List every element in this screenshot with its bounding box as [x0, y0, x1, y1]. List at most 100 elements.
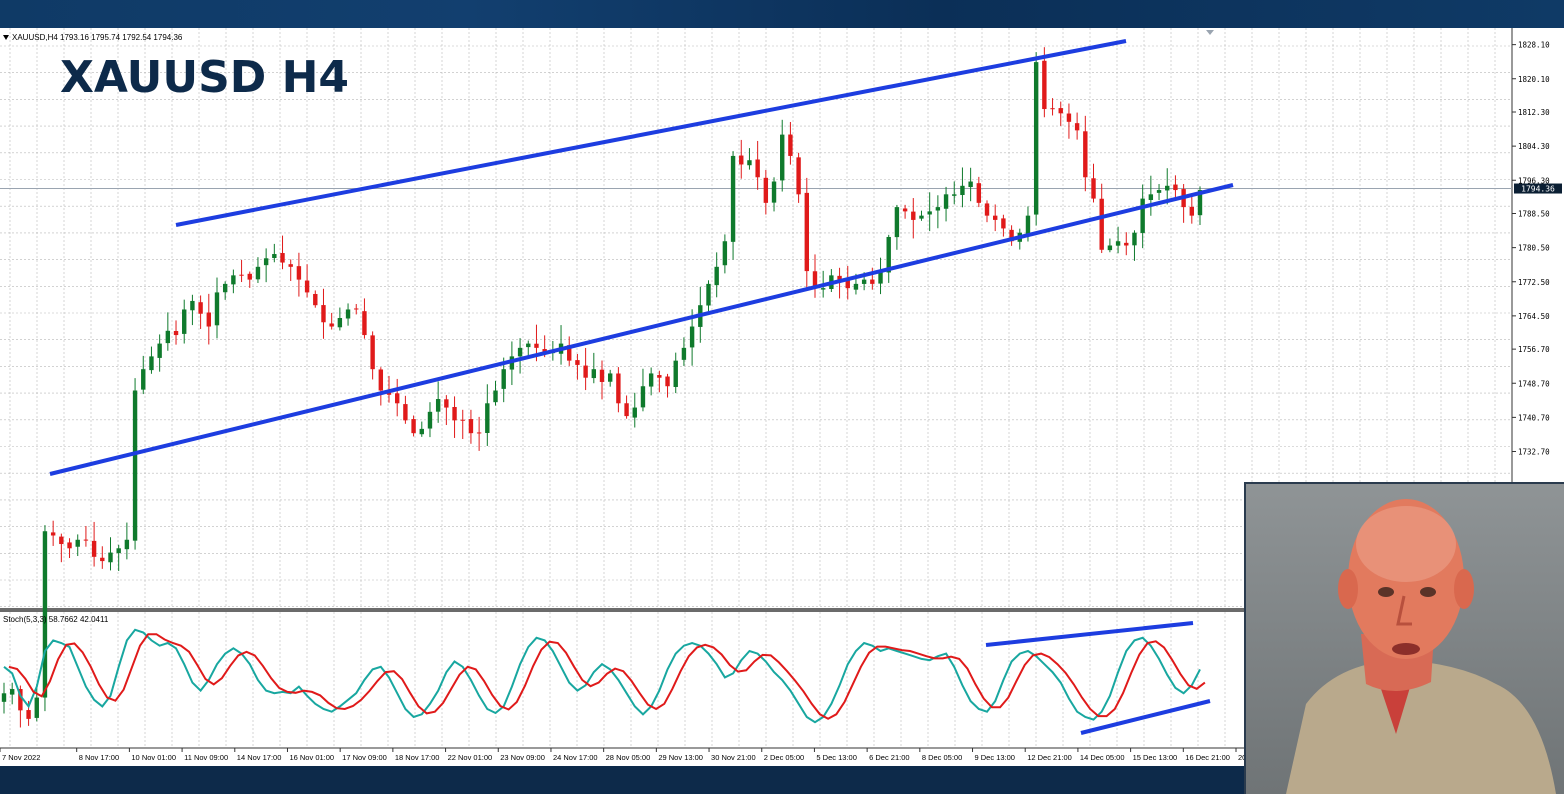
- candle-body: [526, 343, 531, 348]
- candle-body: [1156, 190, 1162, 193]
- candle-body: [624, 403, 629, 417]
- candle-body: [247, 273, 252, 280]
- candle-body: [231, 275, 236, 285]
- candle-body: [886, 236, 891, 273]
- candle-body: [75, 539, 80, 547]
- candle-body: [313, 293, 318, 306]
- time-tick-label: 16 Dec 21:00: [1185, 753, 1230, 762]
- candle-body: [206, 312, 211, 327]
- stoch-upper-trendline[interactable]: [985, 621, 1194, 647]
- candle-body: [304, 280, 310, 293]
- candle-body: [91, 540, 97, 557]
- candle-body: [26, 710, 31, 719]
- chart-header: XAUUSD,H4 1793.16 1795.74 1792.54 1794.3…: [12, 33, 183, 42]
- candle-body: [501, 369, 506, 389]
- time-tick-label: 8 Dec 05:00: [922, 753, 962, 762]
- candle-body: [149, 356, 154, 371]
- time-tick-label: 30 Nov 21:00: [711, 753, 756, 762]
- chart-menu-arrow-icon[interactable]: [3, 35, 9, 40]
- candle-body: [83, 539, 89, 541]
- candle-body: [534, 343, 539, 348]
- candle-body: [517, 347, 523, 357]
- candle-body: [943, 194, 949, 209]
- price-tick-label: 1732.70: [1518, 447, 1550, 456]
- channel-upper-trendline[interactable]: [175, 39, 1127, 227]
- time-tick-label: 11 Nov 09:00: [184, 753, 228, 762]
- candle-body: [124, 539, 130, 550]
- presenter-webcam: [1244, 482, 1564, 794]
- candle-body: [870, 279, 875, 284]
- time-tick-label: 6 Dec 21:00: [869, 753, 909, 762]
- time-tick-label: 22 Nov 01:00: [448, 753, 493, 762]
- candle-body: [894, 207, 900, 238]
- candle-body: [288, 264, 293, 267]
- candle-body: [141, 369, 146, 390]
- candle-body: [239, 274, 244, 276]
- candle-body: [796, 157, 801, 195]
- candle-body: [132, 390, 138, 541]
- candle-body: [165, 330, 171, 344]
- candle-body: [911, 211, 916, 220]
- price-tick-label: 1748.70: [1518, 379, 1550, 388]
- candle-body: [214, 292, 220, 326]
- candle-body: [190, 300, 195, 311]
- candle-body: [1009, 229, 1014, 242]
- candle-body: [427, 411, 433, 429]
- grid: [0, 28, 1512, 608]
- candle-body: [952, 194, 957, 196]
- candle-body: [34, 697, 39, 718]
- candle-body: [362, 311, 367, 336]
- time-tick-label: 14 Nov 17:00: [237, 753, 282, 762]
- candle-body: [681, 347, 687, 360]
- candle-body: [747, 160, 752, 166]
- candle-body: [845, 278, 850, 289]
- candle-body: [411, 419, 416, 434]
- candle-body: [460, 419, 465, 421]
- candle-body: [935, 207, 941, 211]
- candle-body: [1124, 242, 1129, 246]
- candle-body: [861, 279, 867, 284]
- candle-body: [902, 208, 908, 212]
- pane-separator[interactable]: [0, 608, 1564, 612]
- candle-body: [435, 399, 441, 412]
- candle-body: [1107, 245, 1113, 251]
- scroll-marker-icon[interactable]: [1206, 30, 1214, 35]
- forehead-highlight: [1356, 506, 1456, 582]
- stoch-lower-trendline[interactable]: [1080, 699, 1211, 735]
- candle-body: [984, 203, 990, 216]
- candle-body: [968, 181, 973, 188]
- price-tick-label: 1764.50: [1518, 312, 1550, 321]
- stoch-main-line: [3, 628, 1201, 724]
- candle-body: [739, 155, 744, 165]
- candle-body: [1074, 123, 1080, 131]
- price-tick-label: 1740.70: [1518, 413, 1550, 422]
- candle-body: [452, 407, 457, 421]
- candle-body: [919, 215, 924, 219]
- time-tick-label: 18 Nov 17:00: [395, 753, 440, 762]
- candle-body: [1058, 108, 1063, 114]
- candle-body: [804, 192, 809, 272]
- candle-body: [50, 532, 56, 536]
- candle-body: [599, 369, 605, 382]
- candle-body: [755, 159, 760, 178]
- candle-body: [67, 542, 72, 549]
- candle-body: [648, 373, 654, 387]
- candle-body: [1033, 62, 1039, 215]
- candle-body: [354, 308, 359, 310]
- candle-body: [272, 254, 277, 258]
- candle-body: [1148, 194, 1154, 201]
- presenter-figure: [1286, 499, 1556, 794]
- candle-body: [1189, 206, 1195, 216]
- candle-body: [182, 309, 187, 334]
- candle-body: [198, 302, 203, 314]
- time-tick-label: 28 Nov 05:00: [606, 753, 651, 762]
- candle-body: [632, 407, 637, 418]
- candle-body: [296, 266, 302, 280]
- channel-lower-trendline[interactable]: [49, 183, 1234, 476]
- nose: [1396, 595, 1412, 626]
- candle-body: [444, 399, 449, 408]
- candle-body: [59, 536, 64, 545]
- candle-body: [493, 390, 498, 403]
- candle-body: [657, 375, 662, 378]
- candle-body: [378, 369, 384, 391]
